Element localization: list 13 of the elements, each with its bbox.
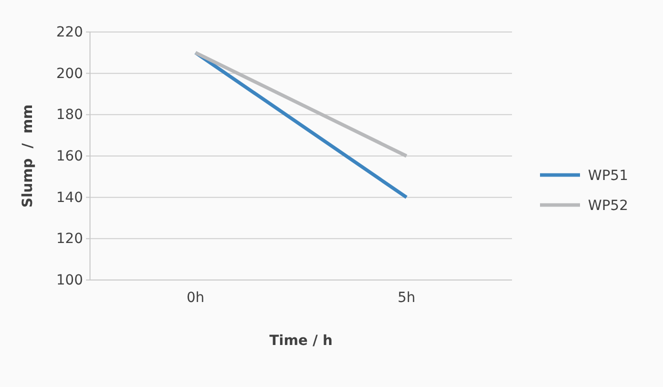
legend-label: WP51: [588, 168, 628, 184]
y-tick-label: 120: [56, 231, 83, 248]
y-tick-label: 160: [56, 148, 83, 164]
y-tick-label: 100: [56, 272, 83, 288]
x-tick-label: 5h: [398, 290, 416, 306]
x-axis-title: Time / h: [269, 333, 333, 349]
x-tick-label: 0h: [186, 290, 204, 306]
y-tick-label: 140: [56, 190, 83, 206]
y-tick-label: 180: [56, 107, 83, 124]
y-axis-title: Slump / mm: [20, 104, 36, 208]
y-tick-label: 220: [56, 24, 83, 40]
legend-label: WP52: [588, 198, 628, 214]
y-tick-label: 200: [56, 66, 83, 82]
